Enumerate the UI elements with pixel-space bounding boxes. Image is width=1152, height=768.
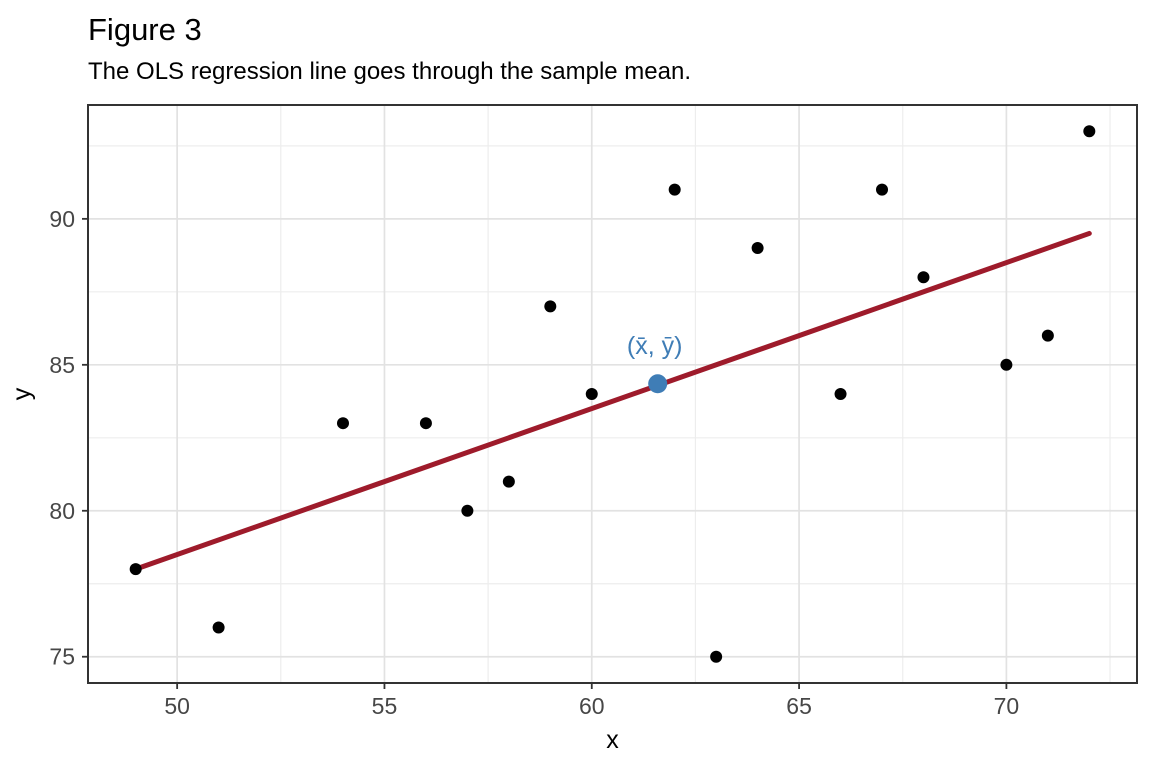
sample-mean-point bbox=[648, 374, 668, 394]
y-tick-label: 90 bbox=[49, 206, 75, 232]
data-point bbox=[751, 242, 764, 255]
data-point bbox=[419, 417, 432, 430]
data-point bbox=[834, 388, 847, 400]
panel-border bbox=[87, 104, 1138, 684]
y-tick-label: 85 bbox=[49, 352, 75, 378]
data-point bbox=[876, 183, 889, 196]
data-point bbox=[461, 504, 474, 517]
figure-title: Figure 3 bbox=[88, 12, 202, 47]
sample-mean-label: (x̄, ȳ) bbox=[627, 332, 683, 360]
x-axis-title: x bbox=[606, 726, 619, 754]
data-point bbox=[336, 417, 349, 430]
data-point bbox=[1083, 125, 1096, 138]
data-point bbox=[129, 563, 142, 576]
data-point bbox=[1041, 329, 1054, 342]
data-point bbox=[710, 650, 723, 663]
data-point bbox=[668, 183, 681, 196]
ols-regression-line bbox=[133, 230, 1092, 572]
x-tick-label: 60 bbox=[579, 693, 605, 719]
panel-background bbox=[88, 105, 1137, 683]
x-tick-label: 55 bbox=[372, 693, 398, 719]
x-tick-label: 65 bbox=[786, 693, 812, 719]
data-point bbox=[502, 475, 515, 488]
x-tick-label: 70 bbox=[994, 693, 1020, 719]
x-tick-label: 50 bbox=[164, 693, 190, 719]
data-point bbox=[212, 621, 225, 634]
data-point bbox=[544, 300, 557, 313]
y-tick-label: 80 bbox=[49, 498, 75, 524]
data-point bbox=[1000, 358, 1013, 371]
data-point bbox=[917, 271, 930, 284]
y-axis-title: y bbox=[8, 387, 36, 400]
y-tick-label: 75 bbox=[49, 644, 75, 670]
figure-subtitle: The OLS regression line goes through the… bbox=[88, 58, 692, 85]
data-point bbox=[585, 388, 598, 400]
